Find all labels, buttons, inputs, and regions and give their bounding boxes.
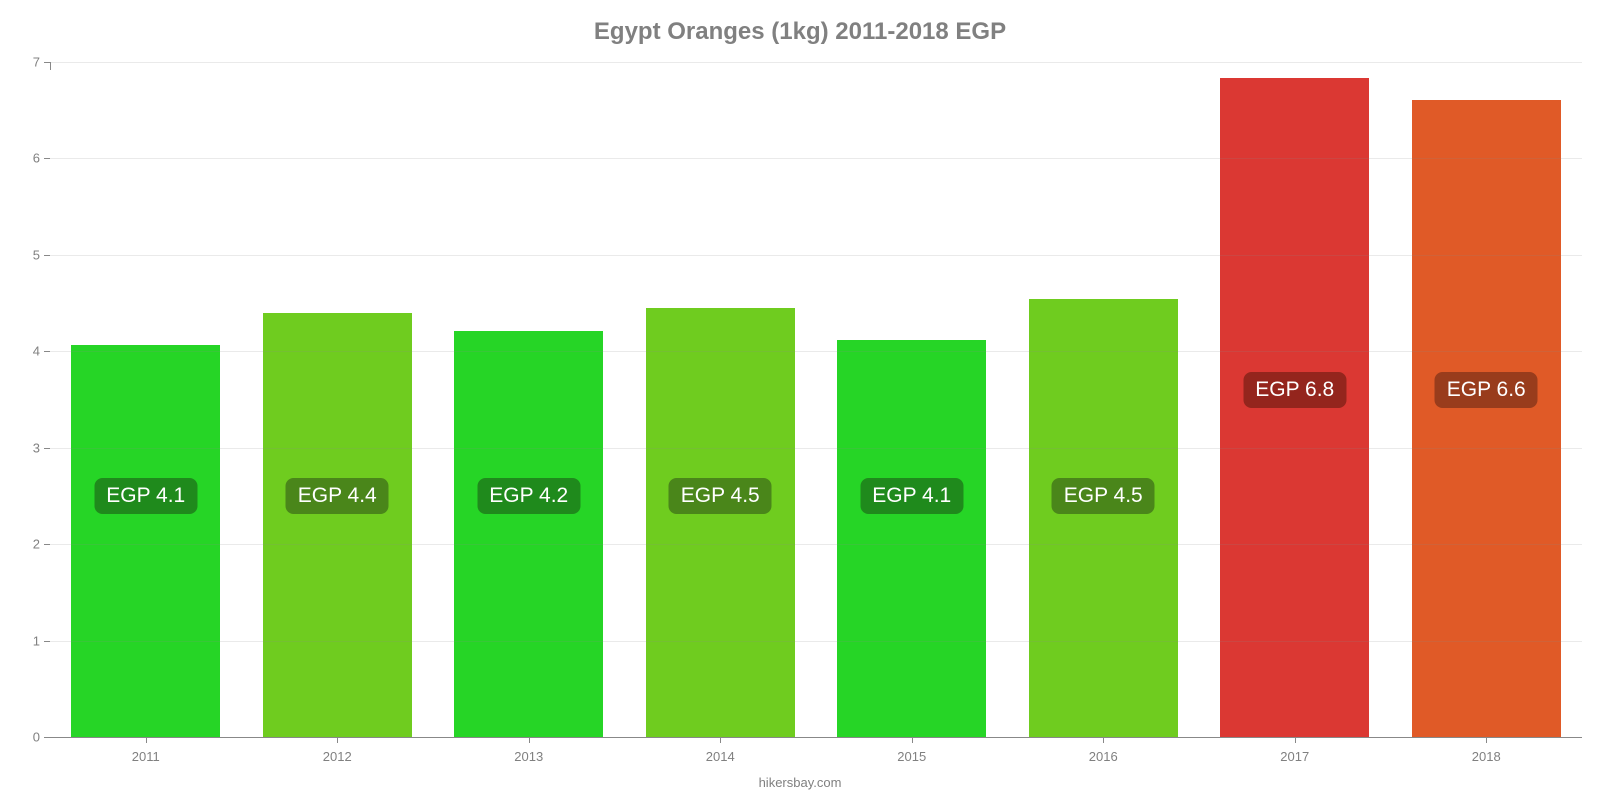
bar: EGP 4.1 — [837, 340, 986, 737]
chart-title: Egypt Oranges (1kg) 2011-2018 EGP — [0, 18, 1600, 46]
value-badge: EGP 6.6 — [1435, 372, 1538, 408]
x-tick-label: 2012 — [323, 737, 352, 764]
x-tick-label: 2014 — [706, 737, 735, 764]
credit-text: hikersbay.com — [0, 775, 1600, 790]
bar-slot: EGP 4.52016 — [1008, 62, 1200, 737]
bar: EGP 4.4 — [263, 313, 412, 737]
x-tick-label: 2017 — [1280, 737, 1309, 764]
value-badge: EGP 6.8 — [1243, 372, 1346, 408]
gridline — [50, 62, 1582, 63]
bar-slot: EGP 6.62018 — [1391, 62, 1583, 737]
plot-area: EGP 4.12011EGP 4.42012EGP 4.22013EGP 4.5… — [50, 62, 1582, 738]
value-badge: EGP 4.4 — [286, 478, 389, 514]
bar: EGP 4.5 — [1029, 299, 1178, 737]
bar-slot: EGP 4.52014 — [625, 62, 817, 737]
x-tick-label: 2016 — [1089, 737, 1118, 764]
bar-slot: EGP 6.82017 — [1199, 62, 1391, 737]
y-tick-mark — [44, 544, 50, 545]
bar: EGP 4.2 — [454, 331, 603, 737]
gridline — [50, 448, 1582, 449]
bar-slot: EGP 4.12015 — [816, 62, 1008, 737]
x-tick-label: 2013 — [514, 737, 543, 764]
x-tick-label: 2018 — [1472, 737, 1501, 764]
value-badge: EGP 4.1 — [860, 478, 963, 514]
y-tick-mark — [44, 737, 50, 738]
y-tick-mark — [44, 255, 50, 256]
x-tick-label: 2015 — [897, 737, 926, 764]
value-badge: EGP 4.2 — [477, 478, 580, 514]
y-tick-mark — [44, 351, 50, 352]
y-tick-mark — [44, 62, 50, 63]
gridline — [50, 641, 1582, 642]
bar-slot: EGP 4.22013 — [433, 62, 625, 737]
bar: EGP 4.1 — [71, 345, 220, 737]
y-tick-mark — [44, 641, 50, 642]
bars-container: EGP 4.12011EGP 4.42012EGP 4.22013EGP 4.5… — [50, 62, 1582, 737]
bar: EGP 6.8 — [1220, 78, 1369, 737]
value-badge: EGP 4.5 — [1052, 478, 1155, 514]
bar: EGP 4.5 — [646, 308, 795, 737]
y-tick-mark — [44, 448, 50, 449]
y-tick-mark — [44, 158, 50, 159]
bar-slot: EGP 4.12011 — [50, 62, 242, 737]
bar-slot: EGP 4.42012 — [242, 62, 434, 737]
gridline — [50, 158, 1582, 159]
gridline — [50, 255, 1582, 256]
gridline — [50, 351, 1582, 352]
value-badge: EGP 4.1 — [94, 478, 197, 514]
gridline — [50, 544, 1582, 545]
x-tick-label: 2011 — [132, 737, 160, 764]
value-badge: EGP 4.5 — [669, 478, 772, 514]
